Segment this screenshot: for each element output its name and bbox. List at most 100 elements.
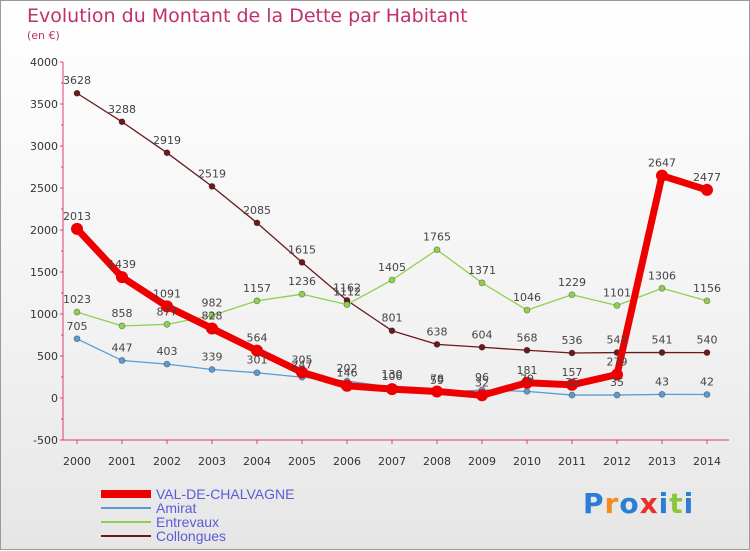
data-point [568, 349, 576, 357]
data-label: 130 [382, 368, 403, 381]
data-label: 279 [607, 356, 628, 369]
data-label: 1091 [153, 287, 181, 300]
data-point [118, 357, 126, 364]
data-point [208, 312, 216, 319]
y-tick-label: -500 [33, 434, 58, 447]
data-point [478, 343, 486, 351]
data-label: 1405 [378, 261, 406, 274]
data-label: 35 [565, 376, 579, 389]
data-label: 2519 [198, 167, 226, 180]
data-point [163, 320, 171, 328]
data-label: 1439 [108, 258, 136, 271]
data-label: 801 [382, 312, 403, 325]
data-label: 2085 [243, 204, 271, 217]
y-tick-label: 1500 [30, 266, 58, 279]
data-label: 2919 [153, 134, 181, 147]
data-label: 2647 [648, 157, 676, 170]
x-tick-label: 2006 [333, 455, 361, 468]
legend-label: Collongues [156, 528, 226, 544]
data-label: 3628 [63, 74, 91, 87]
data-label: 982 [202, 297, 223, 310]
data-point [71, 222, 83, 235]
x-tick-label: 2002 [153, 455, 181, 468]
data-point [298, 290, 306, 298]
data-label: 157 [562, 366, 583, 379]
data-point [163, 149, 171, 157]
data-label: 541 [652, 334, 673, 347]
logo-letter: x [639, 487, 659, 520]
logo-letter: t [669, 487, 684, 520]
data-point [163, 360, 171, 368]
x-tick-label: 2014 [693, 455, 721, 468]
data-label: 828 [202, 309, 223, 322]
data-label: 202 [337, 362, 358, 375]
data-label: 78 [430, 372, 444, 385]
data-point [208, 183, 216, 190]
data-point [658, 284, 666, 292]
data-label: 541 [607, 334, 628, 347]
data-point [656, 169, 668, 182]
x-tick-label: 2011 [558, 455, 586, 468]
legend-label: Amirat [156, 500, 197, 516]
data-label: 1112 [333, 286, 361, 299]
data-label: 247 [292, 358, 313, 371]
data-point [298, 258, 306, 266]
y-tick-label: 4000 [30, 56, 58, 69]
y-tick-label: 500 [37, 350, 58, 363]
data-label: 540 [697, 334, 718, 347]
data-point [433, 246, 441, 254]
logo-letter: P [583, 487, 605, 520]
data-point [658, 390, 666, 398]
x-tick-label: 2008 [423, 455, 451, 468]
data-point [118, 118, 126, 126]
data-label: 858 [112, 307, 133, 320]
data-label: 2013 [63, 210, 91, 223]
x-tick-label: 2010 [513, 455, 541, 468]
logo-letter: i [683, 487, 695, 520]
data-label: 1371 [468, 264, 496, 277]
data-point [73, 335, 81, 343]
data-point [523, 346, 531, 354]
data-point [388, 327, 396, 335]
data-label: 1229 [558, 276, 586, 289]
data-label: 181 [517, 364, 538, 377]
x-tick-label: 2001 [108, 455, 136, 468]
data-label: 79 [520, 372, 534, 385]
data-point [478, 279, 486, 287]
data-point [568, 391, 576, 399]
data-label: 106 [382, 370, 403, 383]
data-point [701, 183, 713, 196]
y-tick-label: 2000 [30, 224, 58, 237]
data-label: 536 [562, 334, 583, 347]
data-point [523, 306, 531, 314]
data-point [73, 308, 81, 316]
y-tick-label: 3000 [30, 140, 58, 153]
x-tick-label: 2003 [198, 455, 226, 468]
data-point [296, 366, 308, 379]
data-label: 638 [427, 325, 448, 338]
data-label: 96 [475, 371, 489, 384]
proxiti-logo: Proxiti [583, 487, 694, 520]
data-point [253, 219, 261, 227]
data-point [388, 276, 396, 284]
data-point [658, 349, 666, 356]
data-label: 604 [472, 328, 493, 341]
data-point [613, 391, 621, 399]
data-point [253, 297, 261, 305]
data-label: 146 [337, 367, 358, 380]
chart-title: Evolution du Montant de la Dette par Hab… [27, 5, 468, 27]
data-point [253, 369, 261, 377]
data-label: 1156 [693, 282, 721, 295]
data-point [703, 297, 711, 305]
data-label: 32 [475, 376, 489, 389]
data-point [433, 341, 441, 348]
data-point [341, 379, 353, 392]
logo-letter: o [619, 487, 640, 520]
data-point [611, 368, 623, 381]
data-point [386, 383, 398, 396]
x-tick-label: 2004 [243, 455, 271, 468]
x-tick-label: 2013 [648, 455, 676, 468]
data-label: 2477 [693, 171, 721, 184]
data-point [208, 366, 216, 373]
